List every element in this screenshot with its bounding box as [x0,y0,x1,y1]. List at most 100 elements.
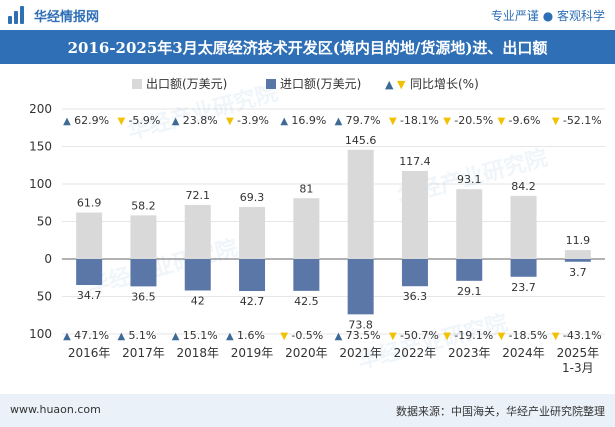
export-value-label: 84.2 [511,180,536,193]
down-triangle-icon: ▼ [443,116,451,127]
x-tick-label: 2022年 [394,346,437,360]
chart-area: 出口额(万美元) 进口额(万美元) ▲ ▼ 同比增长(%) 200 150 100 50 0 50 1… [0,64,615,394]
import-bar [76,259,103,286]
import-value-label: 73.8 [348,318,373,331]
footer: www.huaon.com 数据来源：中国海关，华经产业研究院整理 [0,394,615,427]
import-bar [130,259,157,287]
legend-export-label: 出口额(万美元) [146,77,227,91]
export-bar [510,195,537,259]
export-value-label: 81 [299,182,313,195]
chart-svg: 出口额(万美元) 进口额(万美元) ▲ ▼ 同比增长(%)200150100500501… [29,77,605,375]
watermark-text: 华经产业研究院 [85,235,240,300]
import-bar [456,259,483,281]
legend-up-triangle: ▲ [385,78,394,91]
import-growth-label: -18.5% [509,329,548,342]
y-tick-label: 200 [29,102,52,116]
export-bar [293,198,320,259]
x-tick-label: 2018年 [176,346,219,360]
import-value-label: 29.1 [457,285,482,298]
legend-growth-label: 同比增长(%) [410,77,479,91]
y-tick-label: 150 [29,140,52,154]
import-value-label: 3.7 [569,266,587,279]
x-tick-label: 2020年 [285,346,328,360]
x-tick-label: 2025年 [557,346,600,360]
import-growth-label: 5.1% [128,329,156,342]
brand-name: 华经情报网 [34,9,100,25]
export-growth-label: -18.1% [400,114,439,127]
down-triangle-icon: ▼ [552,331,560,342]
down-triangle-icon: ▼ [280,331,288,342]
export-growth-label: 16.9% [291,114,326,127]
down-triangle-icon: ▼ [226,116,234,127]
x-tick-label: 2016年 [68,346,111,360]
import-bar [401,259,428,287]
bar-chart-icon [8,6,28,24]
import-bar [293,259,320,291]
import-bar [564,259,591,262]
export-value-label: 72.1 [186,189,211,202]
up-triangle-icon: ▲ [280,116,288,127]
export-growth-label: -3.9% [237,114,269,127]
up-triangle-icon: ▲ [335,116,343,127]
up-triangle-icon: ▲ [117,331,125,342]
x-tick-label-line2: 1-3月 [562,361,594,375]
import-growth-label: -0.5% [291,329,323,342]
x-tick-label: 2021年 [339,346,382,360]
export-value-label: 58.2 [131,199,156,212]
down-triangle-icon: ▼ [389,331,397,342]
up-triangle-icon: ▲ [226,331,234,342]
legend-export-swatch [132,79,142,89]
import-bar [510,259,537,277]
up-triangle-icon: ▲ [172,331,180,342]
up-triangle-icon: ▲ [63,116,71,127]
export-bar [401,170,428,259]
import-value-label: 34.7 [77,289,102,302]
x-tick-label: 2023年 [448,346,491,360]
export-bar [456,189,483,259]
footer-source: 数据来源：中国海关，华经产业研究院整理 [396,405,605,418]
export-growth-label: 62.9% [74,114,109,127]
import-bar [239,259,266,292]
down-triangle-icon: ▼ [443,331,451,342]
export-bar [347,149,374,259]
import-growth-label: 15.1% [183,329,218,342]
import-growth-label: -43.1% [563,329,602,342]
export-bar [130,215,157,259]
x-tick-label: 2019年 [231,346,274,360]
export-value-label: 61.9 [77,197,102,210]
export-growth-label: -20.5% [454,114,493,127]
down-triangle-icon: ▼ [117,116,125,127]
export-growth-label: 79.7% [346,114,381,127]
import-value-label: 42.5 [294,295,319,308]
tagline: 专业严谨 ● 客观科学 [490,9,605,23]
export-growth-label: -9.6% [509,114,541,127]
import-value-label: 42.7 [240,295,265,308]
y-tick-label: 100 [29,177,52,191]
import-value-label: 42 [191,295,205,308]
export-bar [239,207,266,259]
down-triangle-icon: ▼ [498,116,506,127]
import-bar [347,259,374,315]
up-triangle-icon: ▲ [63,331,71,342]
top-bar: 华经情报网 专业严谨 ● 客观科学 [0,0,615,30]
export-bar [184,204,211,259]
export-value-label: 11.9 [566,234,591,247]
import-growth-label: 73.5% [346,329,381,342]
import-value-label: 23.7 [511,281,536,294]
import-growth-label: 1.6% [237,329,265,342]
export-value-label: 145.6 [345,134,377,147]
legend-down-triangle: ▼ [397,78,406,91]
x-tick-label: 2017年 [122,346,165,360]
footer-url[interactable]: www.huaon.com [10,403,101,416]
import-value-label: 36.3 [403,290,428,303]
y-tick-label: 0 [44,252,52,266]
y-tick-label: 50 [37,215,52,229]
import-bar [184,259,211,291]
export-growth-label: -5.9% [128,114,160,127]
export-bar [76,212,103,259]
legend-import-label: 进口额(万美元) [280,77,361,91]
export-value-label: 93.1 [457,173,482,186]
export-growth-label: -52.1% [563,114,602,127]
brand[interactable]: 华经情报网 [8,5,99,25]
chart-title: 2016-2025年3月太原经济技术开发区(境内目的地/货源地)进、出口额 [0,30,615,64]
